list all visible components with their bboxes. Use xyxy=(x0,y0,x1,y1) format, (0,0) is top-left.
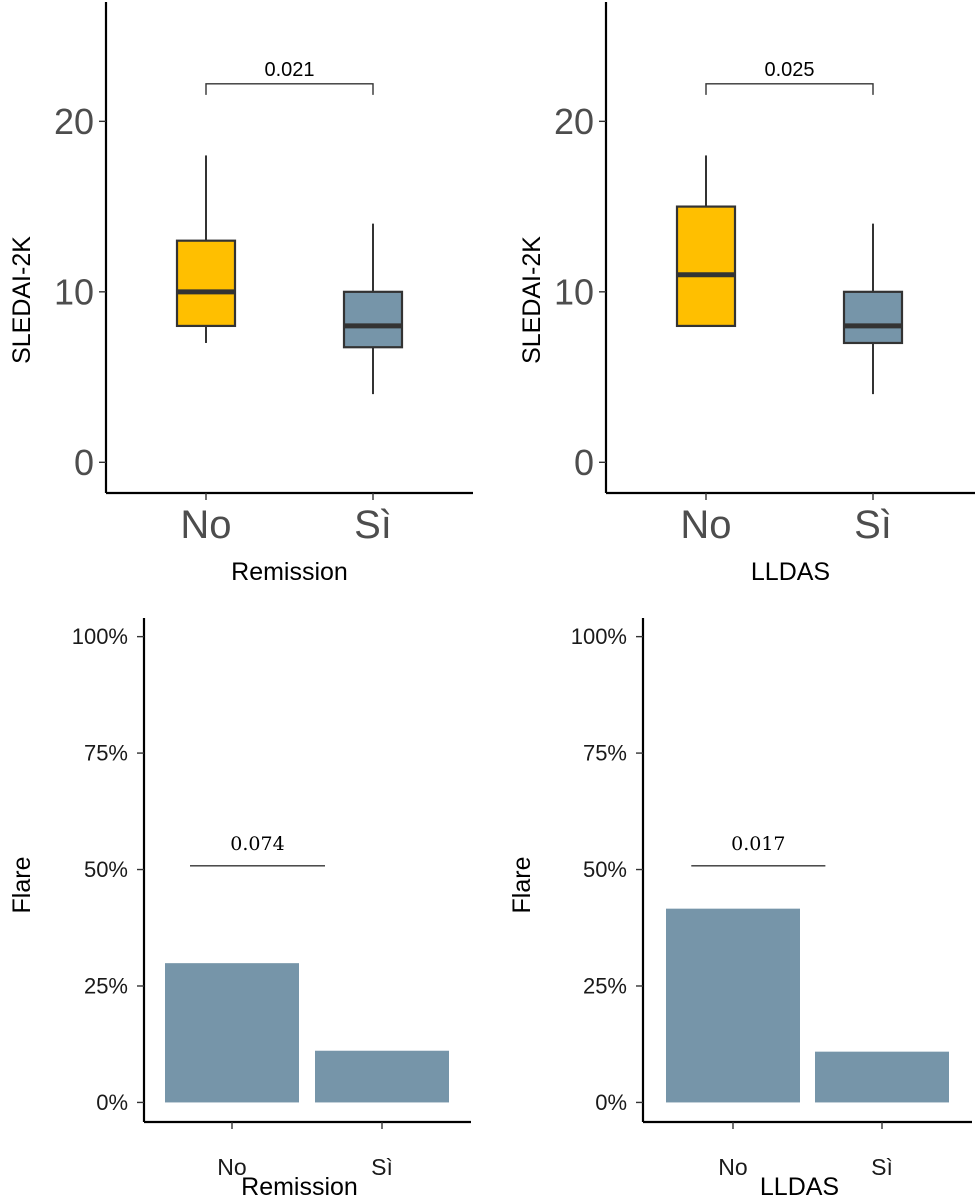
bar-si xyxy=(815,1051,949,1103)
x-tick-label: No xyxy=(217,1154,246,1180)
p-value-label: 0.025 xyxy=(764,59,814,81)
bar-no xyxy=(165,963,299,1103)
y-tick-label: 75% xyxy=(583,741,627,766)
x-tick-label: Sì xyxy=(871,1154,893,1180)
p-value-label: 0.074 xyxy=(230,833,284,855)
significance-bracket xyxy=(705,83,874,95)
y-tick-label: 75% xyxy=(84,741,128,766)
x-tick-label: Sì xyxy=(354,503,392,547)
x-axis-title: LLDAS xyxy=(751,558,830,586)
x-tick-label: Sì xyxy=(854,503,892,547)
x-tick-label: No xyxy=(680,503,731,547)
panel-bar-remission: 0% 25% 50% 75% 100% No Sì Remission Flare 0.074 xyxy=(8,618,471,1197)
y-tick-label: 50% xyxy=(84,857,128,882)
y-tick-label: 25% xyxy=(583,973,627,998)
y-tick-label: 20 xyxy=(554,101,594,142)
x-tick-label: No xyxy=(718,1154,747,1180)
x-tick-label: No xyxy=(180,503,231,547)
y-axis-title: SLEDAI-2K xyxy=(518,236,546,364)
y-tick-label: 50% xyxy=(583,857,627,882)
x-axis-title: LLDAS xyxy=(760,1173,839,1197)
box-si xyxy=(342,290,404,349)
y-axis-title: Flare xyxy=(508,857,536,914)
significance-bracket xyxy=(205,83,374,95)
y-tick-label: 25% xyxy=(84,973,128,998)
bar-no xyxy=(666,908,800,1103)
x-tick-label: Sì xyxy=(371,1154,393,1180)
y-tick-label: 0% xyxy=(96,1090,128,1115)
y-tick-label: 0 xyxy=(574,442,594,483)
y-axis-title: Flare xyxy=(8,857,36,914)
panel-box-lldas: 0 10 20 No Sì LLDAS SLEDAI-2K 0.025 xyxy=(518,2,975,586)
y-tick-label: 0% xyxy=(595,1090,627,1115)
y-axis-title: SLEDAI-2K xyxy=(8,236,36,364)
x-axis-title: Remission xyxy=(231,558,348,586)
p-value-label: 0.017 xyxy=(731,833,785,855)
box-si xyxy=(842,290,904,345)
box-no xyxy=(675,205,737,328)
x-axis-title: Remission xyxy=(241,1173,358,1197)
y-tick-label: 100% xyxy=(72,624,128,649)
y-tick-label: 100% xyxy=(571,624,627,649)
p-value-label: 0.021 xyxy=(264,59,314,81)
y-tick-label: 0 xyxy=(74,442,94,483)
panel-bar-lldas: 0% 25% 50% 75% 100% No Sì LLDAS Flare 0.017 xyxy=(508,618,972,1197)
y-tick-label: 20 xyxy=(54,101,94,142)
y-tick-label: 10 xyxy=(54,271,94,312)
box-no xyxy=(175,239,237,328)
y-tick-label: 10 xyxy=(554,271,594,312)
bar-si xyxy=(315,1050,449,1103)
